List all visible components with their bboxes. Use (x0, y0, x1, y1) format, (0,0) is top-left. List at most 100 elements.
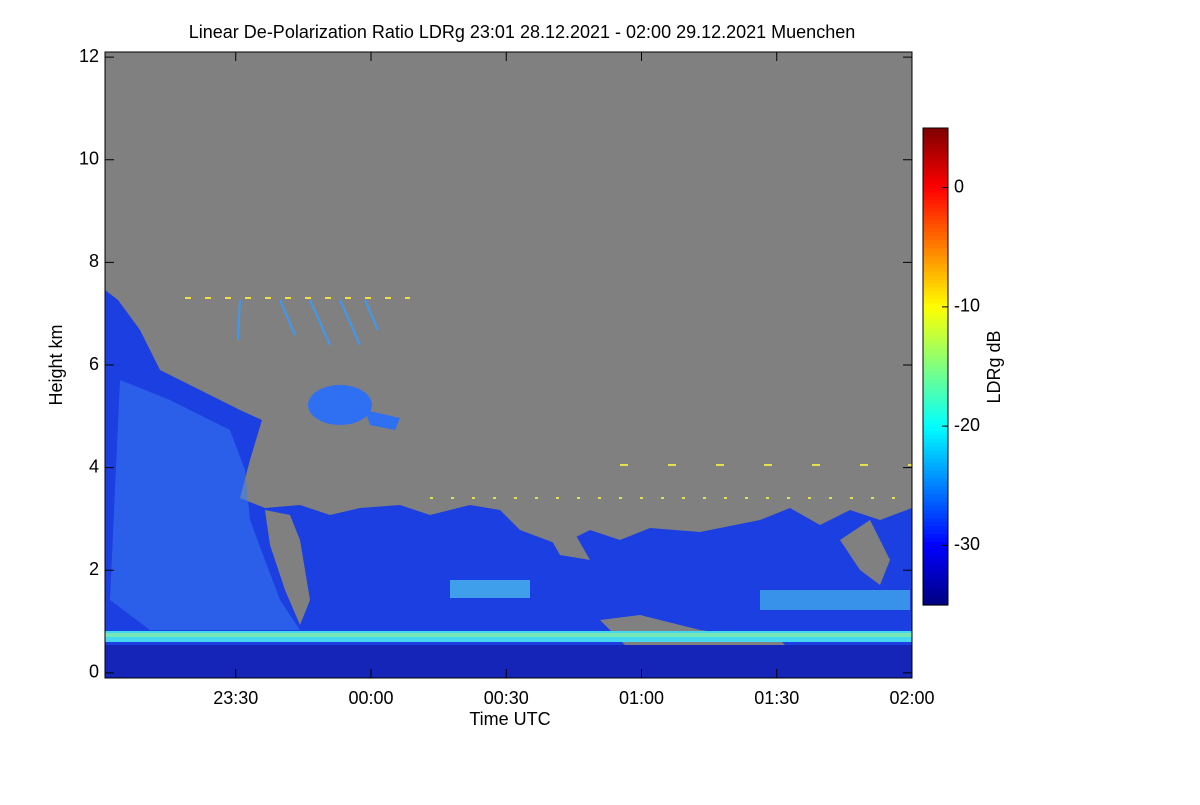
colorbar-step (923, 155, 948, 161)
y-tick-label: 8 (89, 251, 99, 271)
colorbar-step (923, 362, 948, 368)
colorbar-step (923, 314, 948, 320)
colorbar-step (923, 215, 948, 221)
colorbar-step (923, 493, 948, 499)
colorbar-step (923, 386, 948, 391)
x-tick-label: 01:00 (619, 688, 664, 708)
colorbar-step (923, 211, 948, 217)
colorbar-step (923, 179, 948, 185)
colorbar-step (923, 593, 948, 598)
x-tick-label: 02:00 (889, 688, 934, 708)
colorbar-step (923, 306, 948, 312)
colorbar-step (923, 561, 948, 566)
colorbar-step (923, 128, 948, 133)
colorbar-step (923, 378, 948, 383)
colorbar-step (923, 334, 948, 340)
colorbar-step (923, 541, 948, 546)
colorbar-step (923, 283, 948, 288)
colorbar-step (923, 481, 948, 487)
colorbar-step (923, 223, 948, 228)
colorbar-step (923, 426, 948, 431)
colorbar-step (923, 581, 948, 586)
cloud (365, 410, 400, 430)
chart-title: Linear De-Polarization Ratio LDRg 23:01 … (189, 22, 855, 42)
colorbar-step (923, 346, 948, 352)
colorbar-step (923, 430, 948, 435)
y-tick-label: 12 (79, 46, 99, 66)
colorbar-step (923, 438, 948, 443)
colorbar-step (923, 545, 948, 550)
colorbar-step (923, 199, 948, 205)
y-tick-label: 4 (89, 456, 99, 476)
colorbar-step (923, 525, 948, 531)
y-axis-label: Height km (46, 324, 66, 405)
colorbar-step (923, 449, 948, 455)
colorbar-step (923, 271, 948, 276)
colorbar-step (923, 290, 948, 296)
colorbar-step (923, 461, 948, 467)
no-data-gap (540, 520, 590, 560)
colorbar-step (923, 469, 948, 475)
colorbar-step (923, 553, 948, 558)
colorbar-step (923, 219, 948, 224)
colorbar-tick-label: -20 (954, 415, 980, 435)
colorbar-step (923, 418, 948, 423)
colorbar-step (923, 485, 948, 491)
colorbar-step (923, 167, 948, 173)
signal-region (760, 590, 910, 610)
colorbar-step (923, 549, 948, 554)
colorbar-step (923, 434, 948, 439)
colorbar-step (923, 366, 948, 372)
x-axis-label: Time UTC (469, 709, 550, 729)
colorbar-step (923, 446, 948, 451)
colorbar-step (923, 597, 948, 602)
colorbar-step (923, 422, 948, 427)
colorbar-step (923, 159, 948, 165)
colorbar-step (923, 370, 948, 376)
colorbar-step (923, 275, 948, 280)
y-tick-label: 10 (79, 149, 99, 169)
colorbar-step (923, 231, 948, 236)
signal-region (450, 580, 530, 598)
colorbar-label: LDRg dB (984, 330, 1004, 403)
colorbar-step (923, 239, 948, 244)
colorbar-step (923, 147, 948, 153)
colorbar-step (923, 139, 948, 145)
colorbar-step (923, 227, 948, 232)
colorbar-step (923, 350, 948, 356)
colorbar-step (923, 171, 948, 177)
colorbar-step (923, 529, 948, 535)
colorbar-step (923, 294, 948, 300)
colorbar-step (923, 267, 948, 272)
colorbar-step (923, 195, 948, 201)
colorbar-step (923, 247, 948, 252)
colorbar-step (923, 191, 948, 197)
colorbar-step (923, 398, 948, 403)
colorbar-step (923, 374, 948, 380)
signal-region (105, 633, 912, 637)
colorbar-step (923, 442, 948, 447)
colorbar-step (923, 330, 948, 336)
colorbar-step (923, 585, 948, 590)
colorbar-step (923, 207, 948, 213)
colorbar-step (923, 569, 948, 574)
colorbar-tick-label: -10 (954, 296, 980, 316)
x-tick-label: 23:30 (213, 688, 258, 708)
colorbar-step (923, 322, 948, 328)
y-tick-label: 6 (89, 354, 99, 374)
colorbar-step (923, 489, 948, 495)
colorbar-step (923, 557, 948, 562)
colorbar-step (923, 203, 948, 209)
colorbar-step (923, 406, 948, 411)
y-tick-label: 2 (89, 559, 99, 579)
colorbar-step (923, 505, 948, 511)
colorbar-step (923, 255, 948, 260)
colorbar-step (923, 533, 948, 539)
colorbar-step (923, 577, 948, 582)
colorbar-tick-label: 0 (954, 176, 964, 196)
colorbar-step (923, 342, 948, 348)
signal-region (105, 645, 912, 678)
colorbar-step (923, 175, 948, 181)
colorbar-step (923, 465, 948, 471)
